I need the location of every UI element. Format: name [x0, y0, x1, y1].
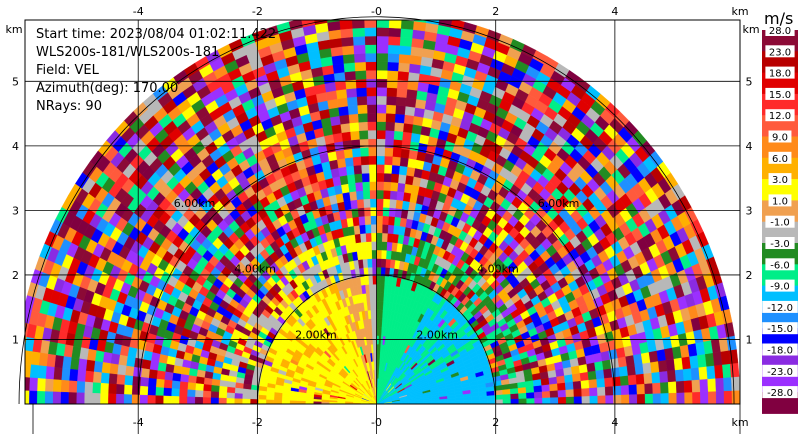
colorbar-level-label: 3.0: [772, 175, 788, 186]
y-tick-label-left: 1: [12, 333, 19, 346]
x-tick-label-top: 4: [611, 5, 618, 18]
colorbar-level-label: -6.0: [770, 260, 790, 271]
colorbar-level-label: 18.0: [769, 69, 791, 80]
colorbar-level-label: -12.0: [767, 303, 793, 314]
range-rings: 2.00km 2.00km 4.00km 4.00km 6.00km 6.00km: [18, 16, 735, 405]
y-unit-label-left: km: [5, 23, 22, 36]
colorbar-level-label: 9.0: [772, 133, 788, 144]
plot-frame: [24, 19, 741, 405]
nrays-text: NRays: 90: [36, 99, 102, 114]
colorbar-level-label: 15.0: [769, 90, 791, 101]
instrument-text: WLS200s-181/WLS200s-181: [36, 45, 220, 60]
azimuth-text: Azimuth(deg): 170.00: [36, 81, 179, 96]
x-tick-label-top: -4: [133, 5, 144, 18]
field-text: Field: VEL: [36, 63, 99, 78]
y-unit-label-right: km: [742, 23, 759, 36]
y-tick-label-left: 2: [12, 269, 19, 282]
y-tick-label-right: 4: [746, 140, 753, 153]
range-ring-label: 6.00km: [538, 197, 580, 210]
x-tick-label-top: -0: [371, 5, 382, 18]
colorbar-level-label: -3.0: [770, 239, 790, 250]
y-tick-label-left: 3: [12, 204, 19, 217]
colorbar-level-label: -15.0: [767, 324, 793, 335]
start-time-text: Start time: 2023/08/04 01:02:11.422: [36, 27, 277, 42]
scan-info-box: Start time: 2023/08/04 01:02:11.422 WLS2…: [36, 26, 277, 116]
y-tick-label-right: 1: [746, 333, 753, 346]
colorbar-title: m/s: [764, 9, 794, 28]
range-ring: [18, 16, 735, 405]
range-ring-label: 6.00km: [174, 197, 216, 210]
colorbar-level-label: 28.0: [769, 26, 791, 37]
colorbar-level-label: -23.0: [767, 367, 793, 378]
x-tick-label-top: -2: [252, 5, 263, 18]
colorbar-level-label: 1.0: [772, 196, 788, 207]
colorbar-level-label: -1.0: [770, 218, 790, 229]
colorbar-level-label: 12.0: [769, 111, 791, 122]
range-ring: [137, 145, 616, 405]
x-tick-label-top: 2: [492, 5, 499, 18]
y-tick-label-right: 5: [746, 75, 753, 88]
y-tick-label-right: 3: [746, 204, 753, 217]
colorbar-level-label: 6.0: [772, 154, 788, 165]
colorbar-level-label: -9.0: [770, 282, 790, 293]
range-ring-label: 2.00km: [416, 328, 458, 341]
x-unit-label-top: km: [731, 5, 748, 18]
velocity-sectors: [25, 20, 740, 404]
colorbar-level-label: -28.0: [767, 388, 793, 399]
range-ring-label: 4.00km: [234, 263, 276, 276]
y-tick-label-left: 4: [12, 140, 19, 153]
range-ring-label: 4.00km: [477, 263, 519, 276]
colorbar-level-label: -18.0: [767, 346, 793, 357]
colorbar: 28.0 23.0 18.0 15.0 12.0 9.0 6.0 3.0 1.0 -1.0 -3.0…: [762, 24, 798, 414]
y-tick-label-left: 5: [12, 75, 19, 88]
y-tick-label-right: 2: [746, 269, 753, 282]
colorbar-level-label: 23.0: [769, 47, 791, 58]
range-ring-label: 2.00km: [295, 328, 337, 341]
